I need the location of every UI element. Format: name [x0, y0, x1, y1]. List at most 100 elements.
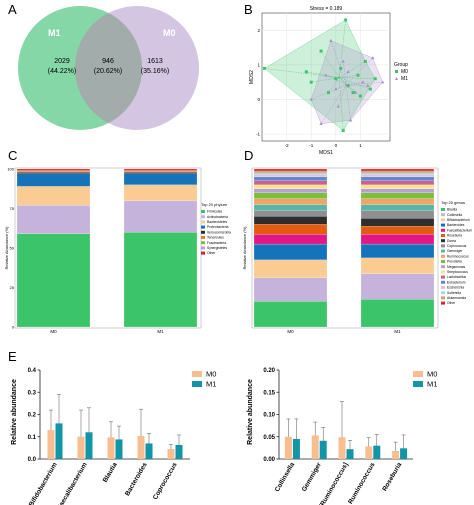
phylum-legend-label: Actinobacteria: [207, 215, 228, 219]
genus-legend-label: Gemmiger: [447, 249, 463, 253]
bar-left-legend-swatch-m0: [192, 371, 202, 377]
bar-right-legend-swatch-m1: [413, 381, 423, 387]
genus-legend-swatch: [441, 265, 445, 269]
bar-right-category-label: Gemmiger: [301, 461, 323, 493]
nmds-spider-line-m1: [320, 84, 347, 124]
genus-bar-segment-eubacterium: [360, 176, 435, 181]
genus-legend-label: Roseburia: [447, 234, 462, 238]
nmds-point-m0: [326, 91, 330, 95]
bar-right-y-tick-label: 0.00: [263, 457, 275, 463]
nmds-spider-line-m0: [339, 75, 359, 78]
genus-bar-segment-lactobacillus: [360, 180, 435, 185]
bar-right-y-tick-label: 0.15: [263, 390, 275, 396]
genus-legend-label: Bifidobacterium: [447, 218, 470, 222]
genus-bar-segment-dorea: [360, 218, 435, 227]
nmds-y-tick-label: 1: [257, 62, 260, 67]
nmds-spider-line-m1: [346, 84, 351, 121]
bar-right-bar-m1: [319, 440, 327, 459]
nmds-y-tick-label: 2: [257, 28, 260, 33]
phylum-bar-segment-actinobacteria: [123, 200, 198, 233]
bar-left-bar-m0: [107, 437, 115, 459]
nmds-point-m0: [262, 66, 266, 70]
nmds-x-tick-label: 0: [335, 143, 338, 148]
bar-right-bar-m1: [292, 438, 300, 459]
genus-bar-segment-prevotella: [360, 192, 435, 199]
nmds-spider-line-m0: [328, 77, 340, 93]
genus-legend-swatch: [441, 208, 445, 211]
phylum-legend-swatch: [201, 236, 205, 239]
phylum-bar-segment-verrucomicrobia: [123, 172, 198, 174]
nmds-point-m0: [309, 80, 313, 84]
venn-set-label-m1: M1: [48, 28, 61, 38]
genus-category-label: M0: [287, 329, 294, 334]
nmds-point-m1: [324, 73, 328, 77]
genus-bar-segment-other: [360, 168, 435, 172]
bar-right-bar-m1: [400, 448, 408, 459]
genus-legend-label: Prevotella: [447, 260, 462, 264]
phylum-bar-segment-tenericutes: [123, 171, 198, 173]
genus-legend-label: Streptococcus: [447, 270, 468, 274]
genus-legend-swatch: [441, 296, 445, 300]
genus-y-axis-label: Relative Abundance (%): [242, 226, 247, 270]
bar-right-category-label: Ruminococcus: [347, 461, 377, 505]
phylum-legend-label: Other: [207, 251, 216, 255]
nmds-x-tick-label: -2: [285, 143, 289, 148]
nmds-spider-line-m1: [346, 71, 349, 85]
genus-bar-segment-gemmiger: [253, 204, 328, 211]
bar-left-category-label: Coprococcus: [152, 461, 179, 501]
genus-bar-segment-roseburia: [360, 226, 435, 235]
phylum-legend-title: Top 20 phylum: [201, 202, 228, 207]
venn-percent-m1-only: (44.22%): [48, 68, 76, 75]
nmds-point-m1: [346, 70, 350, 74]
nmds-stress-title: Stress = 0.189: [310, 6, 343, 12]
genus-legend-swatch: [441, 291, 445, 295]
nmds-spider-line-m1: [346, 57, 373, 86]
bar-left-bar-m1: [55, 423, 63, 459]
phylum-bar-segment-verrucomicrobia: [16, 172, 91, 174]
bar-left-bar-m0: [77, 436, 85, 459]
nmds-point-m0: [358, 94, 362, 98]
nmds-plot: Stress = 0.189 MDS1 MDS2 Group M0 M1: [249, 6, 408, 156]
bar-left-category-label: Bifidobacterium: [28, 461, 59, 505]
venn-set-label-m0: M0: [163, 28, 176, 38]
bar-left-category-label: Bacteroides: [124, 461, 149, 497]
venn-count-m0-only: 1613: [147, 58, 163, 65]
nmds-x-axis-label: MDS1: [319, 150, 333, 156]
bar-right-category-label: Collinsella: [274, 461, 297, 493]
nmds-point-m0: [346, 84, 350, 88]
nmds-point-m1: [334, 87, 338, 91]
phylum-bar-segment-bacteroidetes: [16, 186, 91, 206]
genus-legend-label: Collinsella: [447, 213, 462, 217]
bar-right-bar-m0: [365, 446, 373, 459]
nmds-y-tick-label: -1: [256, 132, 260, 137]
genus-legend-swatch: [441, 280, 445, 284]
genus-legend-swatch: [441, 228, 445, 232]
nmds-point-m1: [381, 80, 385, 84]
genus-legend-swatch: [441, 223, 445, 227]
nmds-point-m1: [319, 121, 323, 125]
genus-legend-label: Escherichia: [447, 286, 464, 290]
genus-bar-segment-bifidobacterium: [253, 259, 328, 278]
genus-bar-segment-coprococcus: [253, 210, 328, 217]
nmds-legend-swatch-m1: [395, 77, 398, 80]
phylum-bar-segment-actinobacteria: [16, 205, 91, 234]
genus-bar-segment-sutterella: [253, 172, 328, 176]
nmds-legend-swatch-m0: [395, 70, 398, 73]
genus-legend-swatch: [441, 249, 445, 253]
genus-bar-segment-collinsella: [360, 273, 435, 300]
phylum-legend-swatch: [201, 220, 205, 224]
genus-bar-segment-roseburia: [253, 224, 328, 235]
bar-right-legend-swatch-m0: [413, 371, 423, 377]
venn-percent-m0-only: (35.16%): [141, 68, 169, 75]
nmds-point-m0: [351, 91, 355, 95]
nmds-point-m1: [329, 38, 333, 42]
genus-bar-segment-ruminococcus: [360, 198, 435, 205]
nmds-point-m0: [319, 49, 323, 53]
phylum-category-label: M1: [157, 329, 164, 334]
nmds-point-m1: [371, 56, 375, 60]
genus-bar-segment-coprococcus: [360, 210, 435, 219]
nmds-point-m1: [366, 83, 370, 87]
phylum-y-tick-label: 25: [10, 285, 15, 290]
nmds-spider-line-m0: [339, 77, 376, 79]
phylum-bar-segment-tenericutes: [16, 171, 91, 173]
